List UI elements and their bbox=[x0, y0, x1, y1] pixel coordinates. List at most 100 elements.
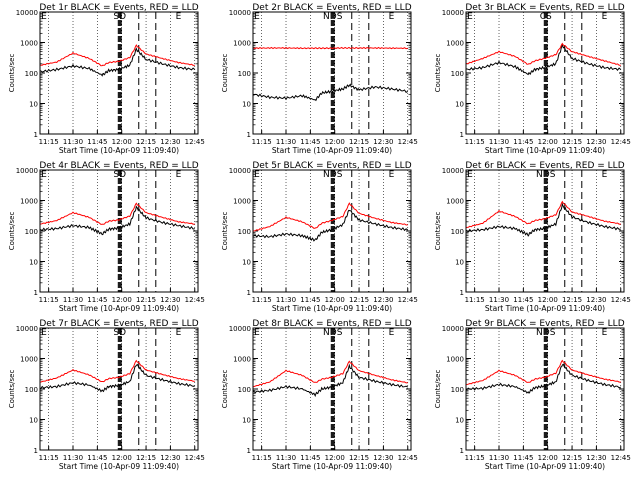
marker-label: NDS bbox=[323, 170, 343, 180]
x-tick-label: 11:15 bbox=[465, 454, 485, 462]
x-tick-label: 12:15 bbox=[136, 138, 156, 146]
x-tick-label: 12:45 bbox=[611, 296, 631, 304]
marker-label: SD bbox=[113, 12, 126, 22]
corner-marker: E bbox=[389, 328, 395, 338]
lld-series-line bbox=[40, 44, 195, 67]
x-tick-label: 11:30 bbox=[63, 296, 83, 304]
panel-title: Det 7r BLACK = Events, RED = LLD bbox=[39, 319, 198, 329]
detector-panel: Det 6r BLACK = Events, RED = LLD 11:15 11:… bbox=[434, 161, 631, 313]
y-tick-label: 10 bbox=[29, 417, 38, 425]
panel-title: Det 3r BLACK = Events, RED = LLD bbox=[465, 3, 624, 13]
detector-panel: Det 2r BLACK = Events, RED = LLD 11:15 11:… bbox=[221, 3, 418, 155]
x-tick-label: 12:00 bbox=[538, 138, 558, 146]
panel-title: Det 6r BLACK = Events, RED = LLD bbox=[465, 161, 624, 171]
detector-panel: Det 5r BLACK = Events, RED = LLD 11:15 11:… bbox=[221, 161, 418, 313]
x-tick-label: 12:15 bbox=[136, 296, 156, 304]
lld-series-line bbox=[466, 200, 621, 228]
x-axis-label: Start Time (10-Apr-09 11:09:40) bbox=[59, 304, 179, 313]
corner-marker: E bbox=[176, 328, 182, 338]
x-tick-label: 11:15 bbox=[39, 454, 59, 462]
y-tick-label: 1000 bbox=[233, 356, 251, 364]
x-tick-label: 11:45 bbox=[300, 138, 320, 146]
events-series-line bbox=[40, 363, 195, 393]
x-tick-label: 12:00 bbox=[112, 138, 132, 146]
y-tick-label: 100 bbox=[25, 228, 38, 236]
detector-panel: Det 7r BLACK = Events, RED = LLD 11:15 11:… bbox=[8, 319, 205, 471]
events-series-line bbox=[253, 83, 409, 102]
detector-panel: Det 8r BLACK = Events, RED = LLD 11:15 11:… bbox=[221, 319, 418, 471]
x-tick-label: 12:45 bbox=[398, 138, 418, 146]
marker-label: CS bbox=[540, 12, 552, 22]
x-tick-label: 11:45 bbox=[87, 138, 107, 146]
x-tick-label: 11:30 bbox=[489, 296, 509, 304]
events-series-line bbox=[253, 209, 409, 242]
events-series-line bbox=[466, 44, 622, 76]
y-axis-label: Counts/sec bbox=[8, 212, 16, 251]
y-tick-label: 10000 bbox=[442, 9, 464, 17]
y-tick-label: 10000 bbox=[229, 325, 251, 333]
y-tick-label: 1000 bbox=[446, 356, 464, 364]
x-tick-label: 11:30 bbox=[63, 454, 83, 462]
corner-marker: E bbox=[467, 12, 473, 22]
y-tick-label: 10 bbox=[29, 259, 38, 267]
x-tick-label: 12:15 bbox=[349, 454, 369, 462]
y-tick-label: 1 bbox=[460, 131, 464, 139]
x-tick-label: 12:15 bbox=[349, 296, 369, 304]
corner-marker: E bbox=[254, 12, 260, 22]
panel-title: Det 8r BLACK = Events, RED = LLD bbox=[252, 319, 411, 329]
x-tick-label: 11:30 bbox=[489, 454, 509, 462]
y-tick-label: 100 bbox=[238, 228, 251, 236]
corner-marker: E bbox=[41, 12, 47, 22]
events-series-line bbox=[40, 205, 195, 236]
x-tick-label: 12:15 bbox=[562, 138, 582, 146]
x-tick-label: 12:15 bbox=[562, 454, 582, 462]
corner-marker: E bbox=[467, 328, 473, 338]
marker-label: SD bbox=[113, 328, 126, 338]
x-tick-label: 11:45 bbox=[513, 138, 533, 146]
y-axis-label: Counts/sec bbox=[434, 212, 442, 251]
y-axis-label: Counts/sec bbox=[434, 370, 442, 409]
x-tick-label: 12:00 bbox=[112, 454, 132, 462]
x-tick-label: 11:45 bbox=[300, 296, 320, 304]
x-tick-label: 12:30 bbox=[160, 296, 180, 304]
x-axis-label: Start Time (10-Apr-09 11:09:40) bbox=[272, 146, 392, 155]
y-tick-label: 10000 bbox=[16, 9, 38, 17]
y-tick-label: 10 bbox=[29, 101, 38, 109]
corner-marker: E bbox=[602, 12, 608, 22]
y-tick-label: 1 bbox=[247, 131, 251, 139]
y-tick-label: 10 bbox=[455, 259, 464, 267]
x-tick-label: 12:45 bbox=[611, 454, 631, 462]
y-tick-label: 1000 bbox=[233, 40, 251, 48]
y-tick-label: 10000 bbox=[16, 325, 38, 333]
x-tick-label: 12:45 bbox=[185, 454, 205, 462]
y-tick-label: 1000 bbox=[446, 40, 464, 48]
y-tick-label: 1000 bbox=[446, 198, 464, 206]
corner-marker: E bbox=[389, 12, 395, 22]
y-tick-label: 10000 bbox=[442, 325, 464, 333]
y-axis-label: Counts/sec bbox=[221, 54, 229, 93]
y-tick-label: 1 bbox=[460, 289, 464, 297]
x-tick-label: 11:30 bbox=[489, 138, 509, 146]
y-axis-label: Counts/sec bbox=[221, 370, 229, 409]
x-tick-label: 11:45 bbox=[513, 296, 533, 304]
x-tick-label: 11:45 bbox=[513, 454, 533, 462]
x-tick-label: 11:15 bbox=[465, 296, 485, 304]
marker-label: SD bbox=[113, 170, 126, 180]
y-tick-label: 10000 bbox=[442, 167, 464, 175]
corner-marker: E bbox=[176, 170, 182, 180]
corner-marker: E bbox=[254, 328, 260, 338]
x-tick-label: 12:30 bbox=[160, 138, 180, 146]
x-tick-label: 12:15 bbox=[136, 454, 156, 462]
y-tick-label: 100 bbox=[238, 386, 251, 394]
x-axis-label: Start Time (10-Apr-09 11:09:40) bbox=[59, 146, 179, 155]
events-series-line bbox=[466, 202, 621, 237]
y-tick-label: 10000 bbox=[229, 9, 251, 17]
y-tick-label: 10 bbox=[455, 417, 464, 425]
detector-panel: Det 4r BLACK = Events, RED = LLD 11:15 11:… bbox=[8, 161, 205, 313]
detector-panel: Det 1r BLACK = Events, RED = LLD 11:15 11:… bbox=[8, 3, 205, 155]
marker-label: NDS bbox=[323, 12, 343, 22]
x-tick-label: 12:45 bbox=[611, 138, 631, 146]
lld-series-line bbox=[253, 46, 408, 50]
